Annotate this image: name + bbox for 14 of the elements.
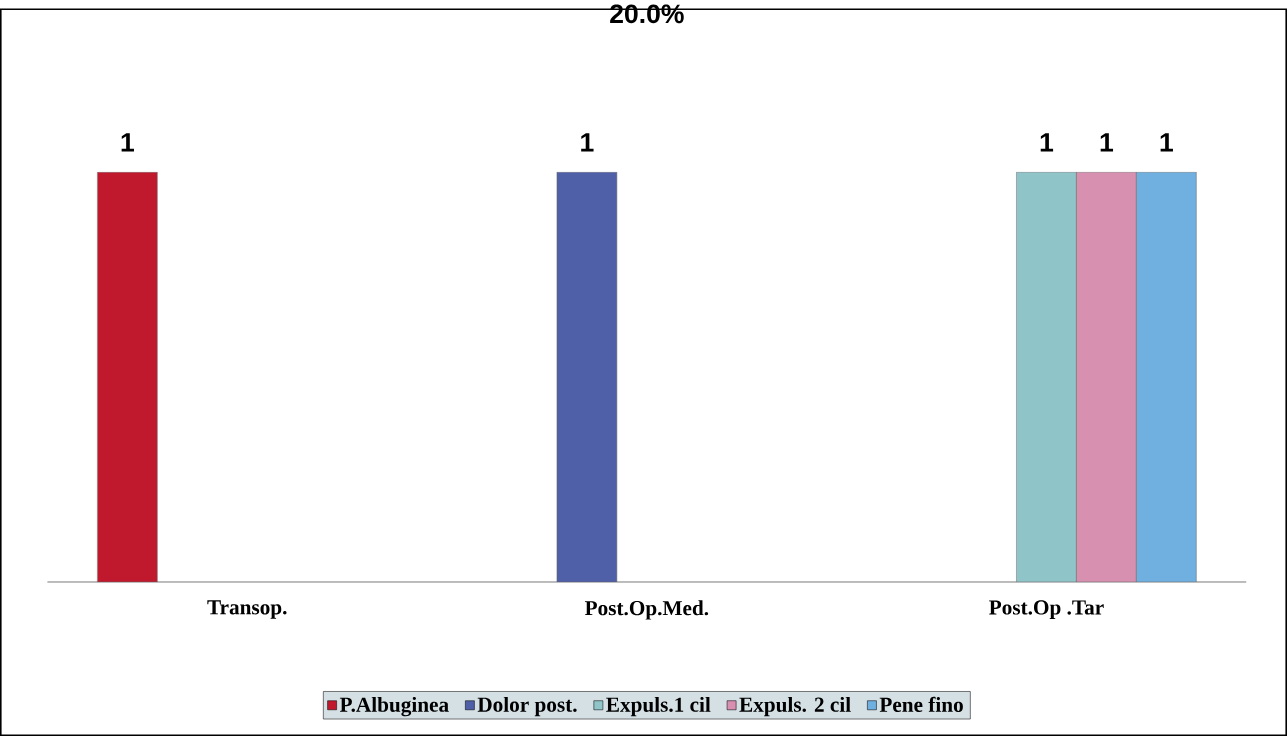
data-label: 1 (1100, 133, 1114, 152)
x-tick-label: Post.Op .Tar (989, 600, 1104, 619)
legend-label: Expuls.1 cil (606, 696, 711, 717)
data-label: 1 (121, 133, 134, 152)
legend-label: Pene fino (879, 696, 963, 712)
legend-label: Dolor post. (477, 696, 577, 717)
legend-label: Expuls. 2 cil (739, 696, 851, 717)
chart-title: 20.0% (610, 4, 684, 24)
data-label: 1 (1040, 133, 1054, 152)
data-label: 1 (1160, 133, 1173, 152)
x-tick-label: Transop. (207, 600, 287, 619)
x-tick-label: Post.Op.Med. (584, 600, 709, 620)
legend-label: P.Albuginea (339, 696, 449, 717)
data-label: 1 (581, 133, 594, 152)
